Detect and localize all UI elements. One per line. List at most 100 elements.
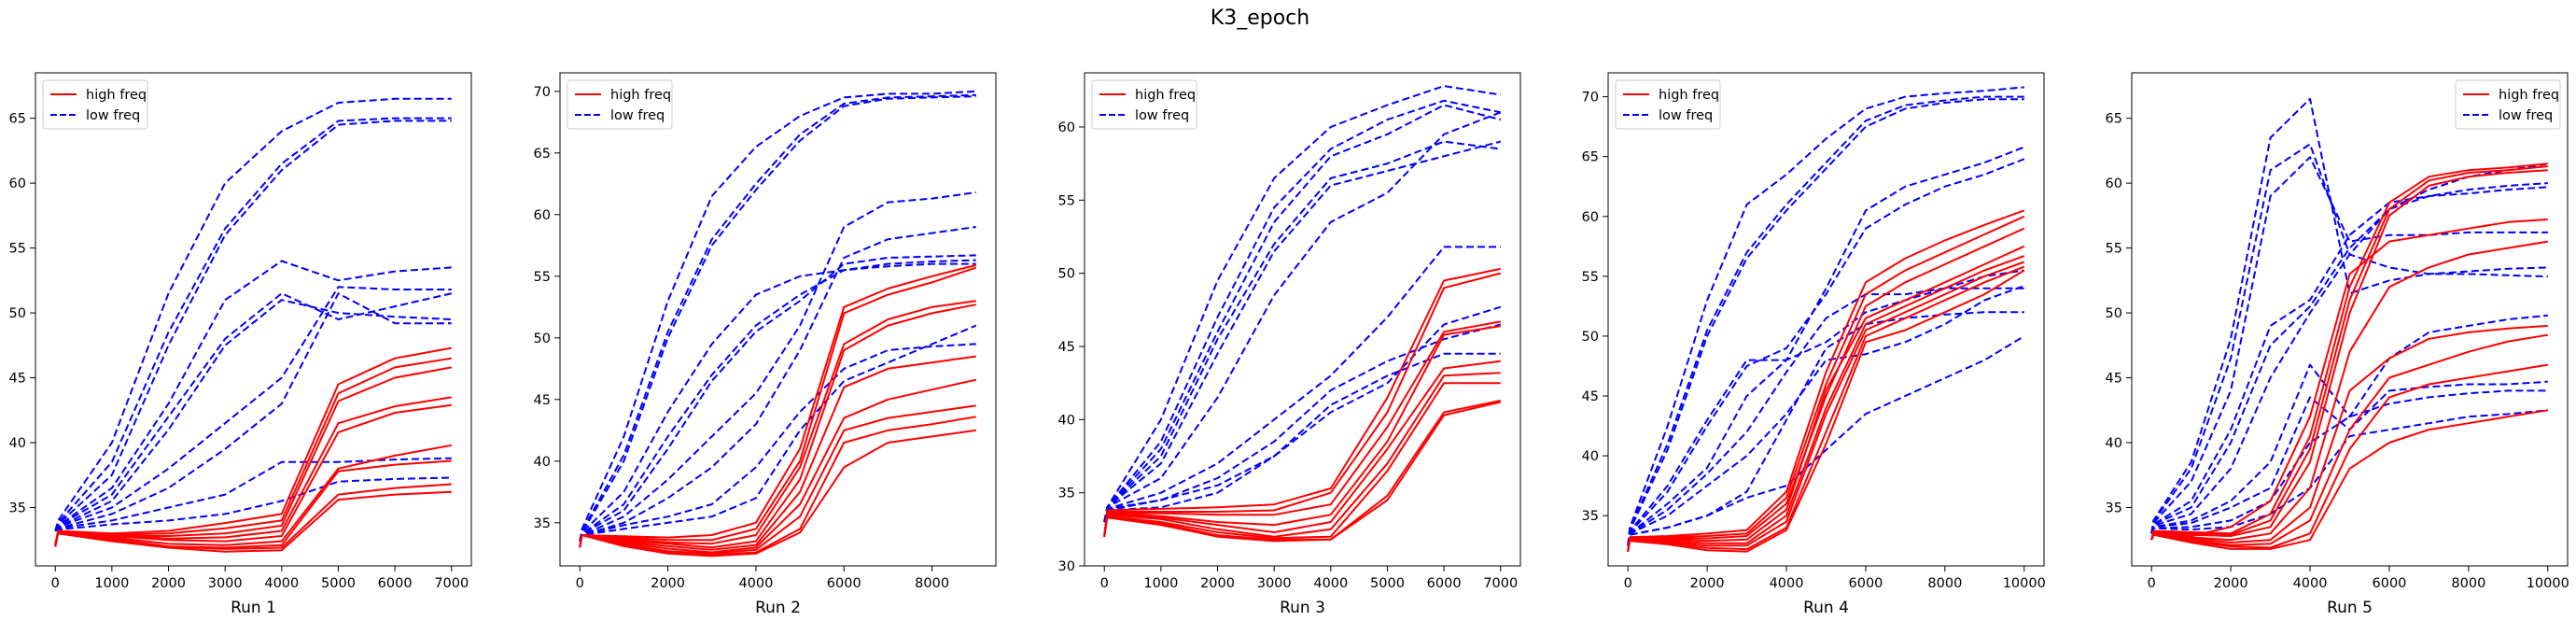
high-freq-line-2 [2150, 165, 2548, 541]
low-freq-line-2 [579, 93, 976, 542]
y-tick-label: 45 [2106, 372, 2122, 387]
y-tick-label: 50 [534, 332, 551, 346]
x-tick-label: 3000 [208, 576, 243, 591]
y-tick-label: 40 [9, 436, 26, 451]
x-tick-label: 0 [1624, 576, 1632, 591]
axes-frame [2131, 72, 2569, 567]
legend-high-label: high freq [1135, 88, 1196, 103]
low-freq-line-10 [579, 324, 977, 542]
y-tick-label: 45 [1582, 389, 1599, 404]
x-tick-label: 8000 [2451, 576, 2485, 591]
x-tick-label: 4000 [1313, 576, 1348, 591]
high-freq-line-9 [54, 490, 452, 553]
high-freq-line-1 [579, 263, 977, 548]
legend-high-label: high freq [610, 88, 671, 103]
x-tick-label: 4000 [264, 576, 299, 591]
low-freq-line-1 [54, 97, 452, 531]
subplot-run-3: 0 1000 2000 3000 4000 5000 6000 7000 30 35 40 45 50 5… [1058, 72, 1521, 617]
low-freq-line-4 [579, 262, 976, 542]
y-tick-label: 50 [1058, 267, 1075, 282]
subplots: 0 1000 2000 3000 4000 5000 6000 700035404550556… [9, 72, 2569, 617]
low-freq-line-7 [54, 286, 452, 532]
legend-low-label: low freq [1135, 108, 1189, 123]
y-tick-label: 50 [2106, 306, 2122, 321]
x-tick-label: 6000 [1427, 576, 1462, 591]
high-freq-line-4 [1627, 245, 2025, 552]
y-tick-label: 60 [1582, 210, 1599, 225]
y-tick-label: 70 [1582, 91, 1599, 106]
low-freq-line-6 [1103, 111, 1502, 523]
figure-title: K3_epoch [1211, 7, 1309, 30]
x-tick-label: 6000 [378, 576, 413, 591]
low-freq-line-10 [1627, 335, 2025, 546]
low-freq-line-9 [2150, 389, 2548, 534]
low-freq-line-10 [2150, 409, 2548, 534]
y-tick-label: 35 [1058, 487, 1075, 501]
high-freq-line-1 [1103, 267, 1502, 537]
x-tick-label: 5000 [321, 576, 356, 591]
x-axis-label: Run 4 [1803, 599, 1849, 617]
x-tick-label: 4000 [738, 576, 773, 591]
low-freq-line-1 [1103, 85, 1501, 523]
high-freq-line-2 [1627, 215, 2025, 552]
y-tick-label: 35 [1582, 509, 1599, 524]
high-freq-line-9 [1103, 401, 1502, 543]
legend-box [1615, 79, 1721, 130]
high-freq-line-3 [2150, 169, 2548, 541]
y-tick-label: 40 [1582, 449, 1599, 464]
y-tick-label: 35 [9, 501, 26, 515]
low-freq-line-1 [2150, 97, 2548, 534]
x-tick-label: 6000 [827, 576, 861, 591]
series-lines [1103, 85, 1502, 543]
legend-box [42, 79, 148, 130]
low-freq-line-3 [2150, 156, 2548, 534]
high-freq-line-1 [2150, 162, 2548, 541]
low-freq-line-2 [1103, 99, 1502, 523]
y-tick-label: 55 [534, 270, 551, 285]
y-tick-label: 50 [9, 306, 26, 321]
series-lines [54, 97, 453, 553]
y-tick-label: 55 [1058, 193, 1075, 208]
series-lines [579, 90, 977, 557]
x-tick-label: 1000 [94, 576, 129, 591]
y-tick-label: 60 [2106, 176, 2122, 191]
high-freq-line-2 [54, 357, 452, 544]
x-axis-label: Run 2 [755, 599, 801, 617]
x-tick-label: 2000 [1200, 576, 1235, 591]
y-tick-label: 60 [534, 208, 551, 223]
x-axis-label: Run 5 [2327, 599, 2373, 617]
y-tick-label: 35 [2106, 501, 2122, 515]
low-freq-line-9 [54, 457, 452, 532]
x-tick-label: 2000 [2214, 576, 2248, 591]
x-tick-label: 5000 [1370, 576, 1405, 591]
low-freq-line-5 [579, 259, 976, 542]
high-freq-line-8 [1103, 400, 1502, 541]
low-freq-line-7 [579, 191, 976, 542]
y-tick-label: 60 [9, 176, 26, 191]
high-freq-line-7 [579, 404, 976, 555]
high-freq-line-7 [1103, 382, 1501, 540]
high-freq-line-7 [54, 459, 452, 549]
legend: high freq low freq [567, 79, 673, 130]
y-tick-label: 35 [534, 516, 551, 531]
low-freq-line-7 [1627, 287, 2024, 546]
low-freq-line-4 [1627, 146, 2025, 546]
low-freq-line-10 [54, 476, 452, 532]
low-freq-line-8 [54, 292, 452, 532]
low-freq-line-5 [1103, 140, 1502, 523]
legend-high-label: high freq [2499, 88, 2559, 103]
high-freq-line-5 [1627, 255, 2025, 552]
series-lines [1627, 86, 2025, 553]
high-freq-line-5 [2150, 240, 2548, 542]
subplot-run-4: 0 2000 4000 6000 8000 10000 35 40 45 50 55 60 65 70 Ru… [1582, 72, 2046, 617]
x-tick-label: 0 [51, 576, 60, 591]
x-tick-label: 2000 [1690, 576, 1725, 591]
high-freq-line-7 [2150, 333, 2548, 546]
legend-low-label: low freq [2499, 108, 2553, 123]
low-freq-line-8 [579, 226, 976, 542]
low-freq-line-4 [54, 260, 452, 531]
low-freq-line-3 [579, 95, 976, 542]
low-freq-line-3 [1103, 104, 1502, 523]
y-tick-label: 55 [1582, 270, 1599, 285]
